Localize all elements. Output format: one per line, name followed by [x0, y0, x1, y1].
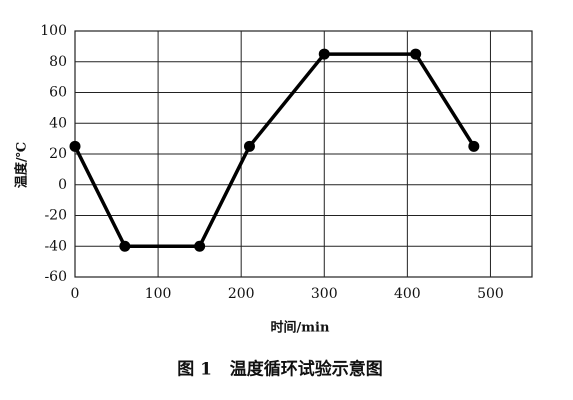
y-tick-label: 80	[49, 54, 67, 70]
x-tick-label: 100	[145, 286, 172, 302]
data-point	[194, 240, 206, 252]
y-tick-label: 20	[49, 146, 67, 162]
data-line	[73, 52, 476, 248]
x-tick-label: 400	[394, 286, 421, 302]
data-point	[410, 48, 422, 60]
data-point	[119, 240, 131, 252]
y-tick-label: -60	[44, 269, 67, 285]
y-tick-label: -20	[44, 208, 67, 224]
x-tick-label: 200	[228, 286, 255, 302]
data-point	[318, 48, 330, 60]
x-tick-label: 0	[71, 286, 80, 302]
y-axis-label: 温度/℃	[14, 142, 30, 188]
y-tick-label: 0	[58, 177, 67, 193]
y-tick-label: -40	[44, 238, 67, 254]
caption: 图 1 温度循环试验示意图	[177, 359, 383, 380]
x-axis-label: 时间/min	[271, 320, 330, 336]
x-tick-label: 500	[477, 286, 504, 302]
y-tick-label: 60	[49, 85, 67, 101]
y-tick-label: 40	[49, 115, 67, 131]
data-point	[69, 140, 81, 152]
data-point	[243, 140, 255, 152]
data-point	[468, 140, 480, 152]
x-tick-label: 300	[311, 286, 338, 302]
y-tick-label: 100	[40, 23, 67, 39]
